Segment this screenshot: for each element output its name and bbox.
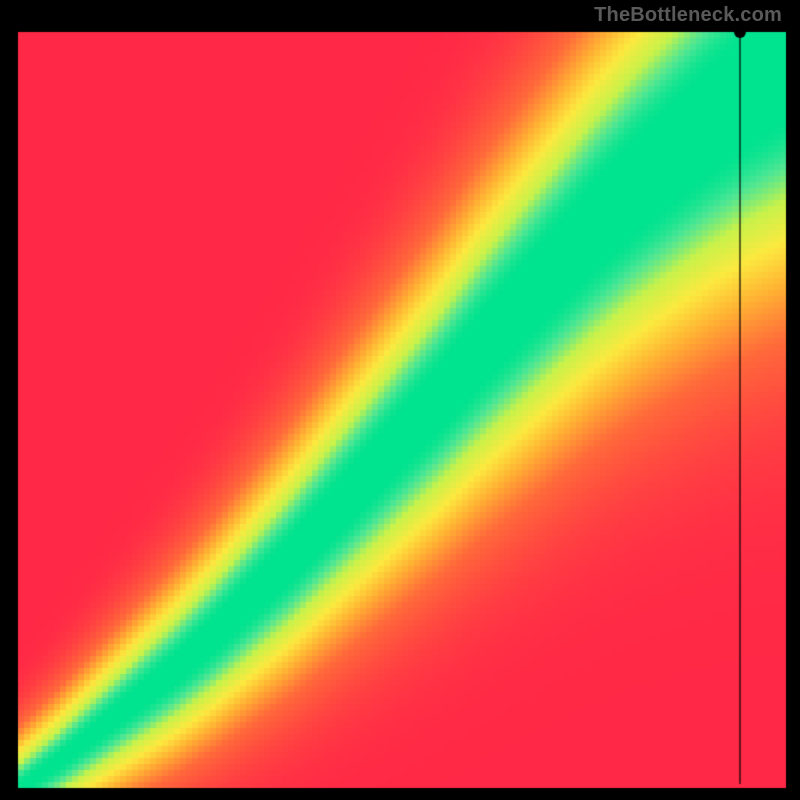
brand-watermark: TheBottleneck.com [594,4,782,27]
bottleneck-heatmap [0,0,800,800]
